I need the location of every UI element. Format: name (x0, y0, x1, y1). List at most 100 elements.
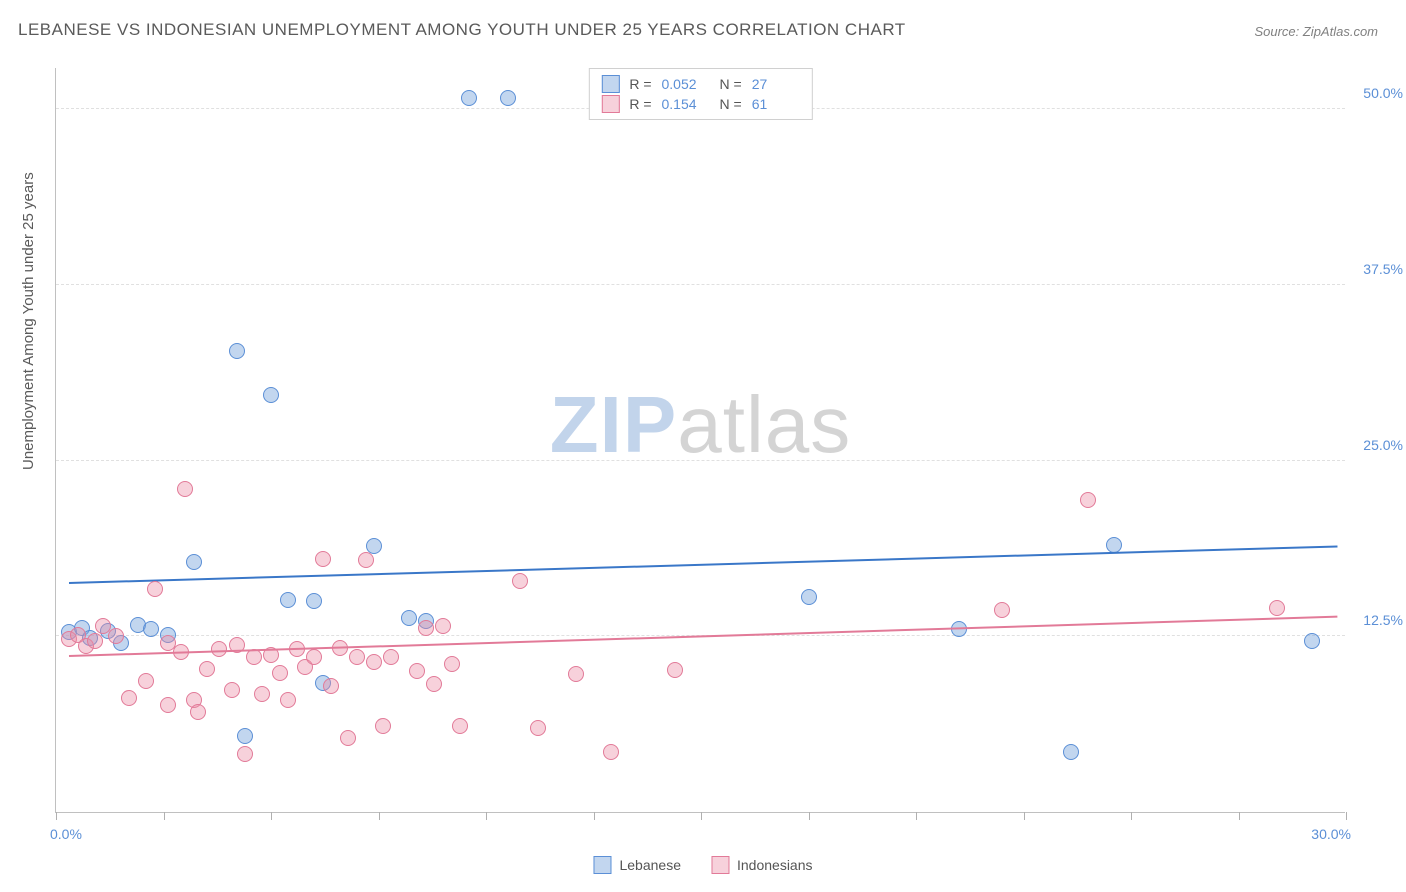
data-point (426, 676, 442, 692)
legend-stats-row: R = 0.052 N = 27 (601, 74, 799, 94)
x-tick (1239, 812, 1240, 820)
legend-swatch (601, 95, 619, 113)
legend-r-value: 0.052 (662, 76, 710, 92)
x-tick-label-right: 30.0% (1311, 826, 1351, 842)
x-tick (701, 812, 702, 820)
legend-swatch (711, 856, 729, 874)
data-point (199, 661, 215, 677)
data-point (435, 618, 451, 634)
legend-label: Lebanese (619, 857, 681, 873)
data-point (418, 620, 434, 636)
data-point (306, 649, 322, 665)
data-point (246, 649, 262, 665)
data-point (1063, 744, 1079, 760)
data-point (177, 481, 193, 497)
data-point (190, 704, 206, 720)
data-point (530, 720, 546, 736)
data-point (138, 673, 154, 689)
data-point (224, 682, 240, 698)
legend-n-label: N = (720, 76, 742, 92)
legend-stats-row: R = 0.154 N = 61 (601, 94, 799, 114)
data-point (366, 654, 382, 670)
gridline (56, 460, 1345, 461)
legend-n-value: 27 (752, 76, 800, 92)
data-point (512, 573, 528, 589)
data-point (340, 730, 356, 746)
watermark-zip: ZIP (550, 380, 677, 469)
x-tick-label-left: 0.0% (50, 826, 82, 842)
x-tick (1346, 812, 1347, 820)
data-point (323, 678, 339, 694)
y-axis-label: Unemployment Among Youth under 25 years (20, 172, 37, 470)
gridline (56, 284, 1345, 285)
data-point (409, 663, 425, 679)
x-tick (271, 812, 272, 820)
data-point (121, 690, 137, 706)
watermark: ZIPatlas (550, 379, 851, 471)
data-point (1304, 633, 1320, 649)
data-point (87, 633, 103, 649)
x-tick (594, 812, 595, 820)
data-point (568, 666, 584, 682)
legend-n-label: N = (720, 96, 742, 112)
data-point (603, 744, 619, 760)
y-tick-label: 37.5% (1363, 261, 1403, 277)
x-tick (1131, 812, 1132, 820)
legend-r-label: R = (629, 76, 651, 92)
legend-r-value: 0.154 (662, 96, 710, 112)
data-point (315, 551, 331, 567)
legend-stats: R = 0.052 N = 27 R = 0.154 N = 61 (588, 68, 812, 120)
data-point (229, 343, 245, 359)
data-point (186, 554, 202, 570)
data-point (375, 718, 391, 734)
data-point (254, 686, 270, 702)
x-tick (809, 812, 810, 820)
data-point (143, 621, 159, 637)
x-tick (56, 812, 57, 820)
data-point (108, 628, 124, 644)
watermark-atlas: atlas (677, 380, 851, 469)
data-point (366, 538, 382, 554)
data-point (147, 581, 163, 597)
x-tick (164, 812, 165, 820)
x-tick (486, 812, 487, 820)
data-point (306, 593, 322, 609)
y-tick-label: 50.0% (1363, 85, 1403, 101)
data-point (1106, 537, 1122, 553)
data-point (994, 602, 1010, 618)
y-tick-label: 25.0% (1363, 437, 1403, 453)
data-point (444, 656, 460, 672)
legend-item: Lebanese (593, 856, 681, 874)
data-point (349, 649, 365, 665)
data-point (280, 592, 296, 608)
legend-n-value: 61 (752, 96, 800, 112)
data-point (401, 610, 417, 626)
data-point (160, 697, 176, 713)
data-point (237, 746, 253, 762)
source-attribution: Source: ZipAtlas.com (1254, 24, 1378, 39)
plot-area: ZIPatlas R =0.052N =27R =0.154N =61 12.5… (55, 68, 1345, 813)
legend-label: Indonesians (737, 857, 813, 873)
data-point (358, 552, 374, 568)
x-tick (916, 812, 917, 820)
y-tick-label: 12.5% (1363, 612, 1403, 628)
data-point (1269, 600, 1285, 616)
legend-r-label: R = (629, 96, 651, 112)
legend-swatch (593, 856, 611, 874)
legend-swatch (601, 75, 619, 93)
data-point (1080, 492, 1096, 508)
chart-title: LEBANESE VS INDONESIAN UNEMPLOYMENT AMON… (18, 20, 906, 40)
data-point (801, 589, 817, 605)
data-point (500, 90, 516, 106)
x-tick (1024, 812, 1025, 820)
trendline (69, 546, 1338, 585)
data-point (272, 665, 288, 681)
legend-series: Lebanese Indonesians (593, 856, 812, 874)
data-point (263, 387, 279, 403)
data-point (461, 90, 477, 106)
data-point (667, 662, 683, 678)
data-point (280, 692, 296, 708)
data-point (211, 641, 227, 657)
x-tick (379, 812, 380, 820)
data-point (452, 718, 468, 734)
